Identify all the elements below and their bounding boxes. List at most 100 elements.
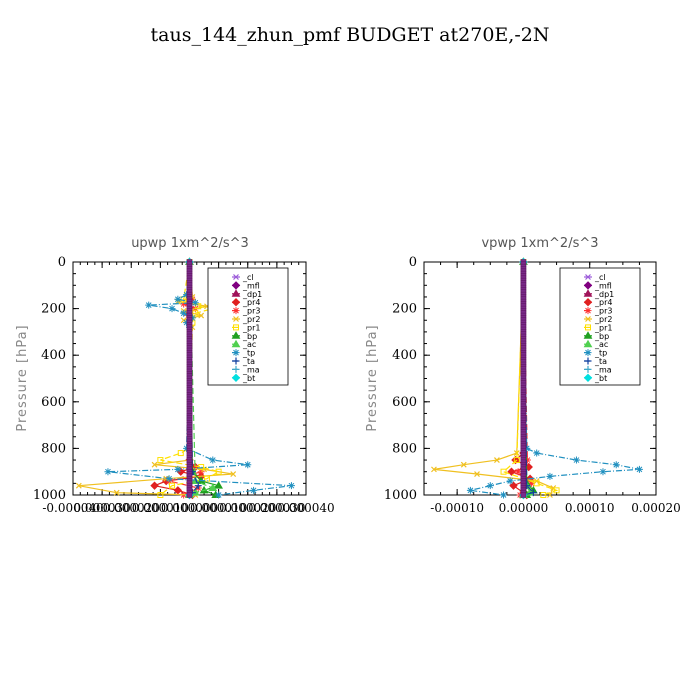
legend-label: _ta — [242, 357, 255, 366]
legend-marker — [583, 297, 593, 307]
data-point — [500, 468, 507, 475]
data-point — [507, 467, 516, 476]
data-point — [533, 480, 540, 487]
data-point — [203, 475, 210, 482]
legend-item: _bp — [231, 331, 257, 341]
panel-title: upwp 1xm^2/s^3 — [131, 236, 249, 251]
legend-marker — [585, 316, 591, 322]
legend-item: _ac — [231, 339, 256, 349]
y-tick-label: 0 — [58, 255, 66, 270]
legend-marker — [584, 365, 592, 373]
data-point — [513, 457, 520, 464]
legend-item: _pr3 — [232, 307, 260, 316]
data-point — [173, 486, 183, 495]
data-point — [168, 305, 176, 313]
legend-item: _ma — [232, 365, 260, 374]
legend-marker — [233, 324, 239, 331]
x-tick-label: 0.000010 — [132, 501, 189, 515]
data-point — [183, 319, 191, 327]
legend-label: _pr2 — [242, 315, 260, 324]
data-point — [157, 457, 164, 464]
data-point — [466, 486, 474, 494]
data-point — [180, 309, 188, 317]
data-point — [511, 455, 520, 465]
x-tick-label: 0.00020 — [631, 501, 681, 515]
legend-item: _mfl — [231, 281, 260, 290]
legend-item: _ta — [584, 357, 607, 366]
data-point — [157, 492, 164, 498]
data-point — [529, 489, 537, 497]
legend-item: _dp1 — [231, 289, 262, 299]
data-point — [474, 471, 480, 477]
legend-item: _pr2 — [232, 315, 260, 324]
x-tick-label: 0.000020 — [219, 501, 276, 515]
data-point — [192, 310, 199, 317]
axes: 0 200 400 600 800 1000 -0.00010 0.00000 0.00010 0… — [384, 255, 681, 515]
y-tick-label: 0 — [409, 255, 417, 270]
data-point — [553, 487, 560, 494]
legend-marker — [584, 307, 592, 315]
legend-item: _ac — [583, 339, 608, 349]
legend: _cl_mfl_dp1_pr4_pr3_pr2_pr1_bp_ac_tp_ta_… — [559, 267, 641, 386]
data-point — [191, 299, 199, 307]
data-point — [169, 482, 176, 489]
legend-label: _pr3 — [242, 307, 260, 316]
data-point — [500, 491, 508, 499]
y-tick-label: 400 — [392, 348, 417, 363]
legend-label: _pr2 — [594, 315, 612, 324]
y-tick-label: 400 — [41, 348, 66, 363]
data-point — [287, 482, 295, 490]
legend-label: _pr1 — [594, 323, 612, 332]
legend-label: _pr3 — [594, 307, 612, 316]
legend-label: _bt — [594, 374, 607, 383]
zero-column — [520, 259, 527, 498]
legend-marker — [231, 297, 241, 307]
data-point — [214, 481, 223, 489]
legend-marker — [232, 357, 240, 365]
legend-label: _ac — [242, 340, 256, 349]
legend-marker — [583, 281, 593, 290]
legend-marker — [583, 331, 593, 339]
legend: _cl_mfl_dp1_pr4_pr3_pr2_pr1_bp_ac_tp_ta_… — [207, 267, 289, 386]
legend-label: _pr4 — [594, 298, 612, 307]
data-point — [183, 291, 191, 299]
data-point — [150, 481, 159, 490]
figure-title: taus_144_zhun_pmf BUDGET at270E,-2N — [151, 24, 550, 46]
data-point — [506, 477, 514, 485]
legend-marker — [584, 357, 592, 365]
x-tick-label: 0.000000 — [161, 501, 218, 515]
data-point — [174, 465, 182, 473]
legend-item: _dp1 — [583, 289, 614, 299]
legend-label: _dp1 — [594, 290, 614, 299]
legend-label: _bp — [594, 332, 609, 341]
data-point — [174, 295, 182, 303]
data-point — [533, 449, 541, 457]
y-tick-label: 800 — [41, 441, 66, 456]
x-tick-label: 0.000030 — [73, 501, 130, 515]
legend-marker — [583, 339, 593, 348]
legend-marker — [232, 349, 240, 357]
data-point — [194, 482, 202, 490]
legend-label: _cl — [594, 273, 606, 282]
series-tp — [466, 258, 643, 499]
legend-marker — [583, 289, 593, 297]
data-point — [188, 314, 196, 322]
legend-marker — [232, 365, 240, 373]
data-point — [599, 468, 607, 476]
data-point — [104, 468, 112, 476]
data-point — [197, 468, 205, 476]
legend-label: _tp — [594, 349, 607, 358]
legend-label: _ma — [594, 365, 612, 374]
legend-label: _ac — [594, 340, 608, 349]
data-point — [198, 464, 205, 471]
zero-marker — [186, 492, 193, 498]
legend-label: _bp — [242, 332, 257, 341]
legend-item: _cl — [584, 273, 606, 282]
y-tick-label: 200 — [41, 302, 66, 317]
data-point — [250, 486, 258, 494]
data-point — [208, 483, 218, 492]
legend-marker — [231, 281, 241, 290]
legend-box — [207, 267, 289, 386]
x-tick-label: 0.00000 — [499, 501, 549, 515]
